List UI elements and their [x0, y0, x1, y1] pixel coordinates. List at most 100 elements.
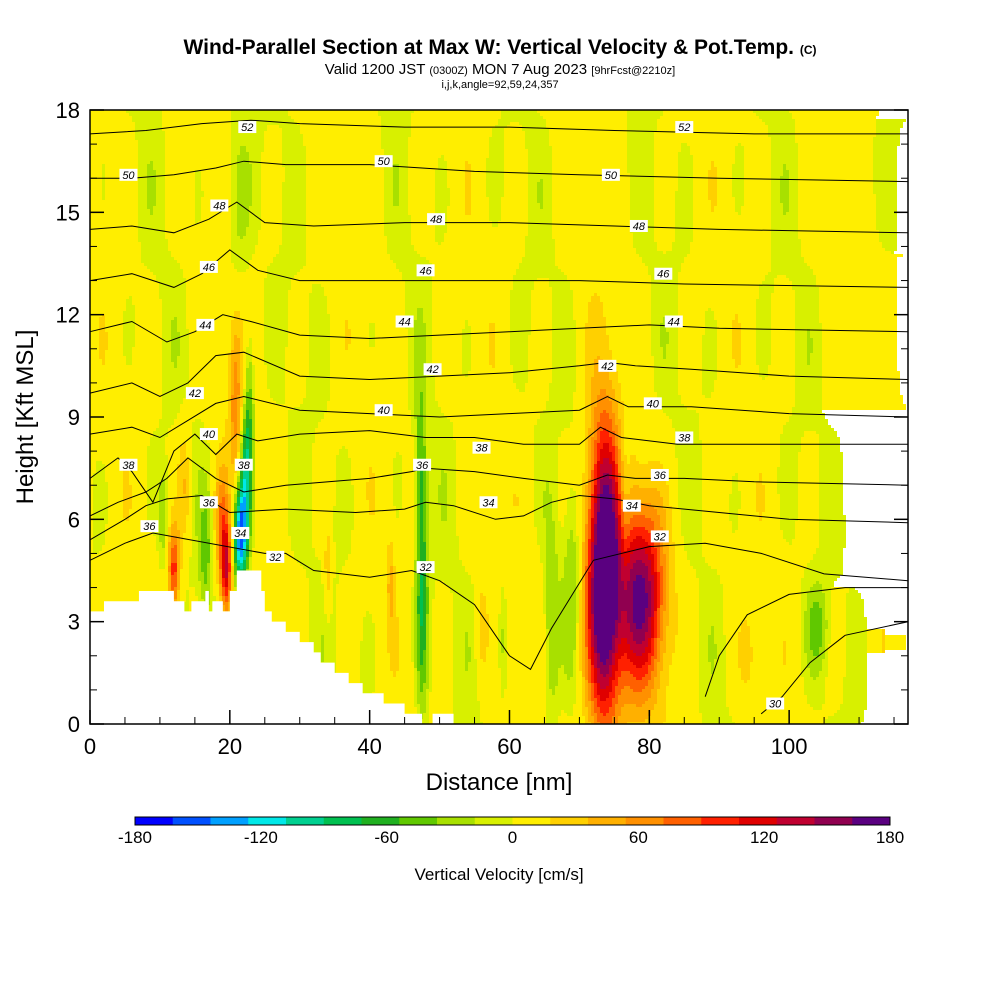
w-cell — [135, 131, 165, 134]
w-cell — [381, 140, 408, 143]
w-cell — [240, 365, 243, 368]
w-cell — [654, 134, 768, 137]
w-cell — [678, 278, 765, 281]
w-cell — [312, 491, 336, 494]
w-cell — [501, 212, 528, 215]
w-cell — [324, 416, 411, 419]
w-cell — [282, 218, 306, 221]
w-cell — [711, 206, 714, 209]
w-cell — [612, 419, 615, 422]
w-cell — [702, 359, 717, 362]
w-cell — [105, 182, 138, 185]
w-cell — [615, 491, 618, 494]
w-cell — [432, 269, 516, 272]
w-cell — [558, 503, 567, 506]
w-cell — [231, 494, 234, 497]
w-cell — [612, 488, 615, 491]
w-cell — [573, 410, 585, 413]
w-cell — [138, 200, 147, 203]
w-cell — [552, 326, 576, 329]
w-cell — [624, 425, 672, 428]
w-cell — [237, 227, 246, 230]
w-cell — [756, 335, 771, 338]
w-cell — [654, 191, 675, 194]
w-cell — [414, 407, 420, 410]
w-cell — [255, 416, 288, 419]
w-cell — [546, 125, 627, 128]
w-cell — [435, 386, 516, 389]
w-cell — [312, 458, 336, 461]
w-cell — [765, 278, 774, 281]
w-cell — [147, 470, 168, 473]
w-cell — [621, 398, 657, 401]
w-cell — [123, 485, 132, 488]
w-cell — [462, 362, 471, 365]
w-cell — [447, 482, 456, 485]
w-cell — [414, 482, 417, 485]
w-cell — [243, 374, 246, 377]
w-cell — [399, 179, 408, 182]
w-cell — [771, 344, 795, 347]
w-cell — [582, 515, 585, 518]
w-cell — [624, 488, 630, 491]
w-cell — [189, 461, 192, 464]
w-cell — [252, 188, 261, 191]
w-cell — [411, 239, 435, 242]
w-cell — [873, 158, 897, 161]
w-cell — [375, 344, 408, 347]
w-cell — [306, 179, 384, 182]
w-cell — [405, 281, 432, 284]
w-cell — [252, 395, 255, 398]
w-cell — [771, 140, 795, 143]
w-cell — [624, 512, 657, 515]
w-cell — [270, 263, 306, 266]
w-cell — [462, 344, 471, 347]
w-cell — [819, 464, 843, 467]
w-cell — [171, 353, 180, 356]
w-cell — [657, 488, 669, 491]
w-cell — [876, 122, 903, 125]
w-cell — [264, 335, 288, 338]
w-cell — [210, 461, 216, 464]
w-cell — [186, 317, 234, 320]
w-cell — [246, 227, 261, 230]
w-cell — [189, 494, 192, 497]
w-cell — [756, 509, 765, 512]
w-cell — [246, 383, 252, 386]
w-cell — [135, 332, 162, 335]
w-cell — [873, 191, 897, 194]
w-cell — [504, 137, 525, 140]
w-cell — [165, 179, 195, 182]
w-cell — [600, 392, 606, 395]
w-cell — [237, 455, 240, 458]
w-cell — [240, 473, 243, 476]
w-cell — [549, 281, 570, 284]
w-cell — [699, 419, 789, 422]
w-cell — [375, 506, 396, 509]
w-cell — [165, 230, 231, 233]
w-cell — [267, 125, 279, 128]
w-cell — [336, 458, 351, 461]
w-cell — [504, 191, 528, 194]
w-cell — [711, 167, 717, 170]
w-cell — [756, 317, 771, 320]
w-cell — [372, 467, 393, 470]
w-cell — [255, 500, 288, 503]
w-cell — [771, 176, 780, 179]
w-cell — [264, 146, 282, 149]
w-cell — [264, 278, 291, 281]
w-cell — [243, 338, 249, 341]
w-cell — [732, 182, 744, 185]
w-cell — [432, 332, 462, 335]
w-cell — [168, 242, 231, 245]
w-cell — [90, 368, 162, 371]
w-cell — [534, 434, 561, 437]
w-cell — [417, 425, 423, 428]
w-cell — [654, 236, 675, 239]
w-cell — [756, 491, 765, 494]
w-cell — [240, 443, 243, 446]
w-cell — [819, 500, 843, 503]
w-cell — [348, 347, 408, 350]
w-cell — [330, 347, 345, 350]
w-cell — [447, 500, 456, 503]
